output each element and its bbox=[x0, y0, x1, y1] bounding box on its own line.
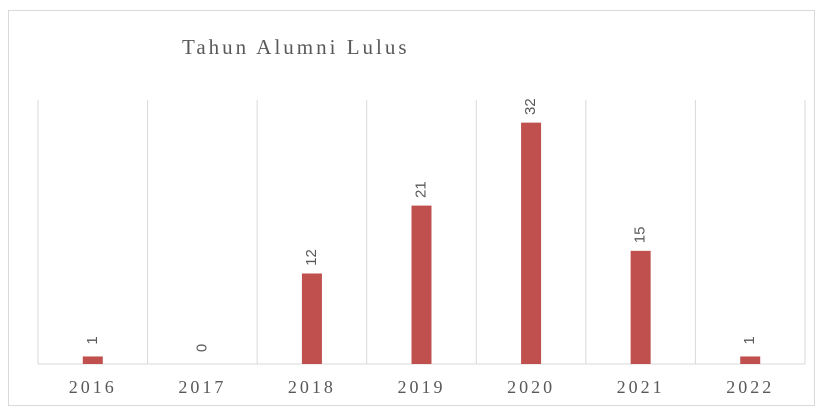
data-label: 1 bbox=[741, 336, 758, 344]
bar bbox=[630, 250, 651, 364]
data-label: 12 bbox=[303, 249, 320, 266]
data-label: 15 bbox=[632, 227, 649, 244]
x-tick-label: 2021 bbox=[617, 377, 665, 397]
data-label: 32 bbox=[522, 98, 539, 115]
data-label: 21 bbox=[412, 181, 429, 198]
data-label: 0 bbox=[193, 344, 210, 352]
chart-title: Tahun Alumni Lulus bbox=[182, 35, 410, 59]
data-label: 1 bbox=[84, 336, 101, 344]
x-tick-label: 2022 bbox=[726, 377, 774, 397]
bar bbox=[740, 356, 761, 364]
x-tick-label: 2020 bbox=[507, 377, 555, 397]
x-tick-label: 2018 bbox=[288, 377, 336, 397]
bar bbox=[301, 273, 322, 364]
bar bbox=[82, 356, 103, 364]
x-tick-label: 2019 bbox=[398, 377, 446, 397]
bar bbox=[411, 205, 432, 364]
bar bbox=[521, 122, 542, 364]
x-tick-label: 2017 bbox=[178, 377, 226, 397]
x-tick-label: 2016 bbox=[69, 377, 117, 397]
